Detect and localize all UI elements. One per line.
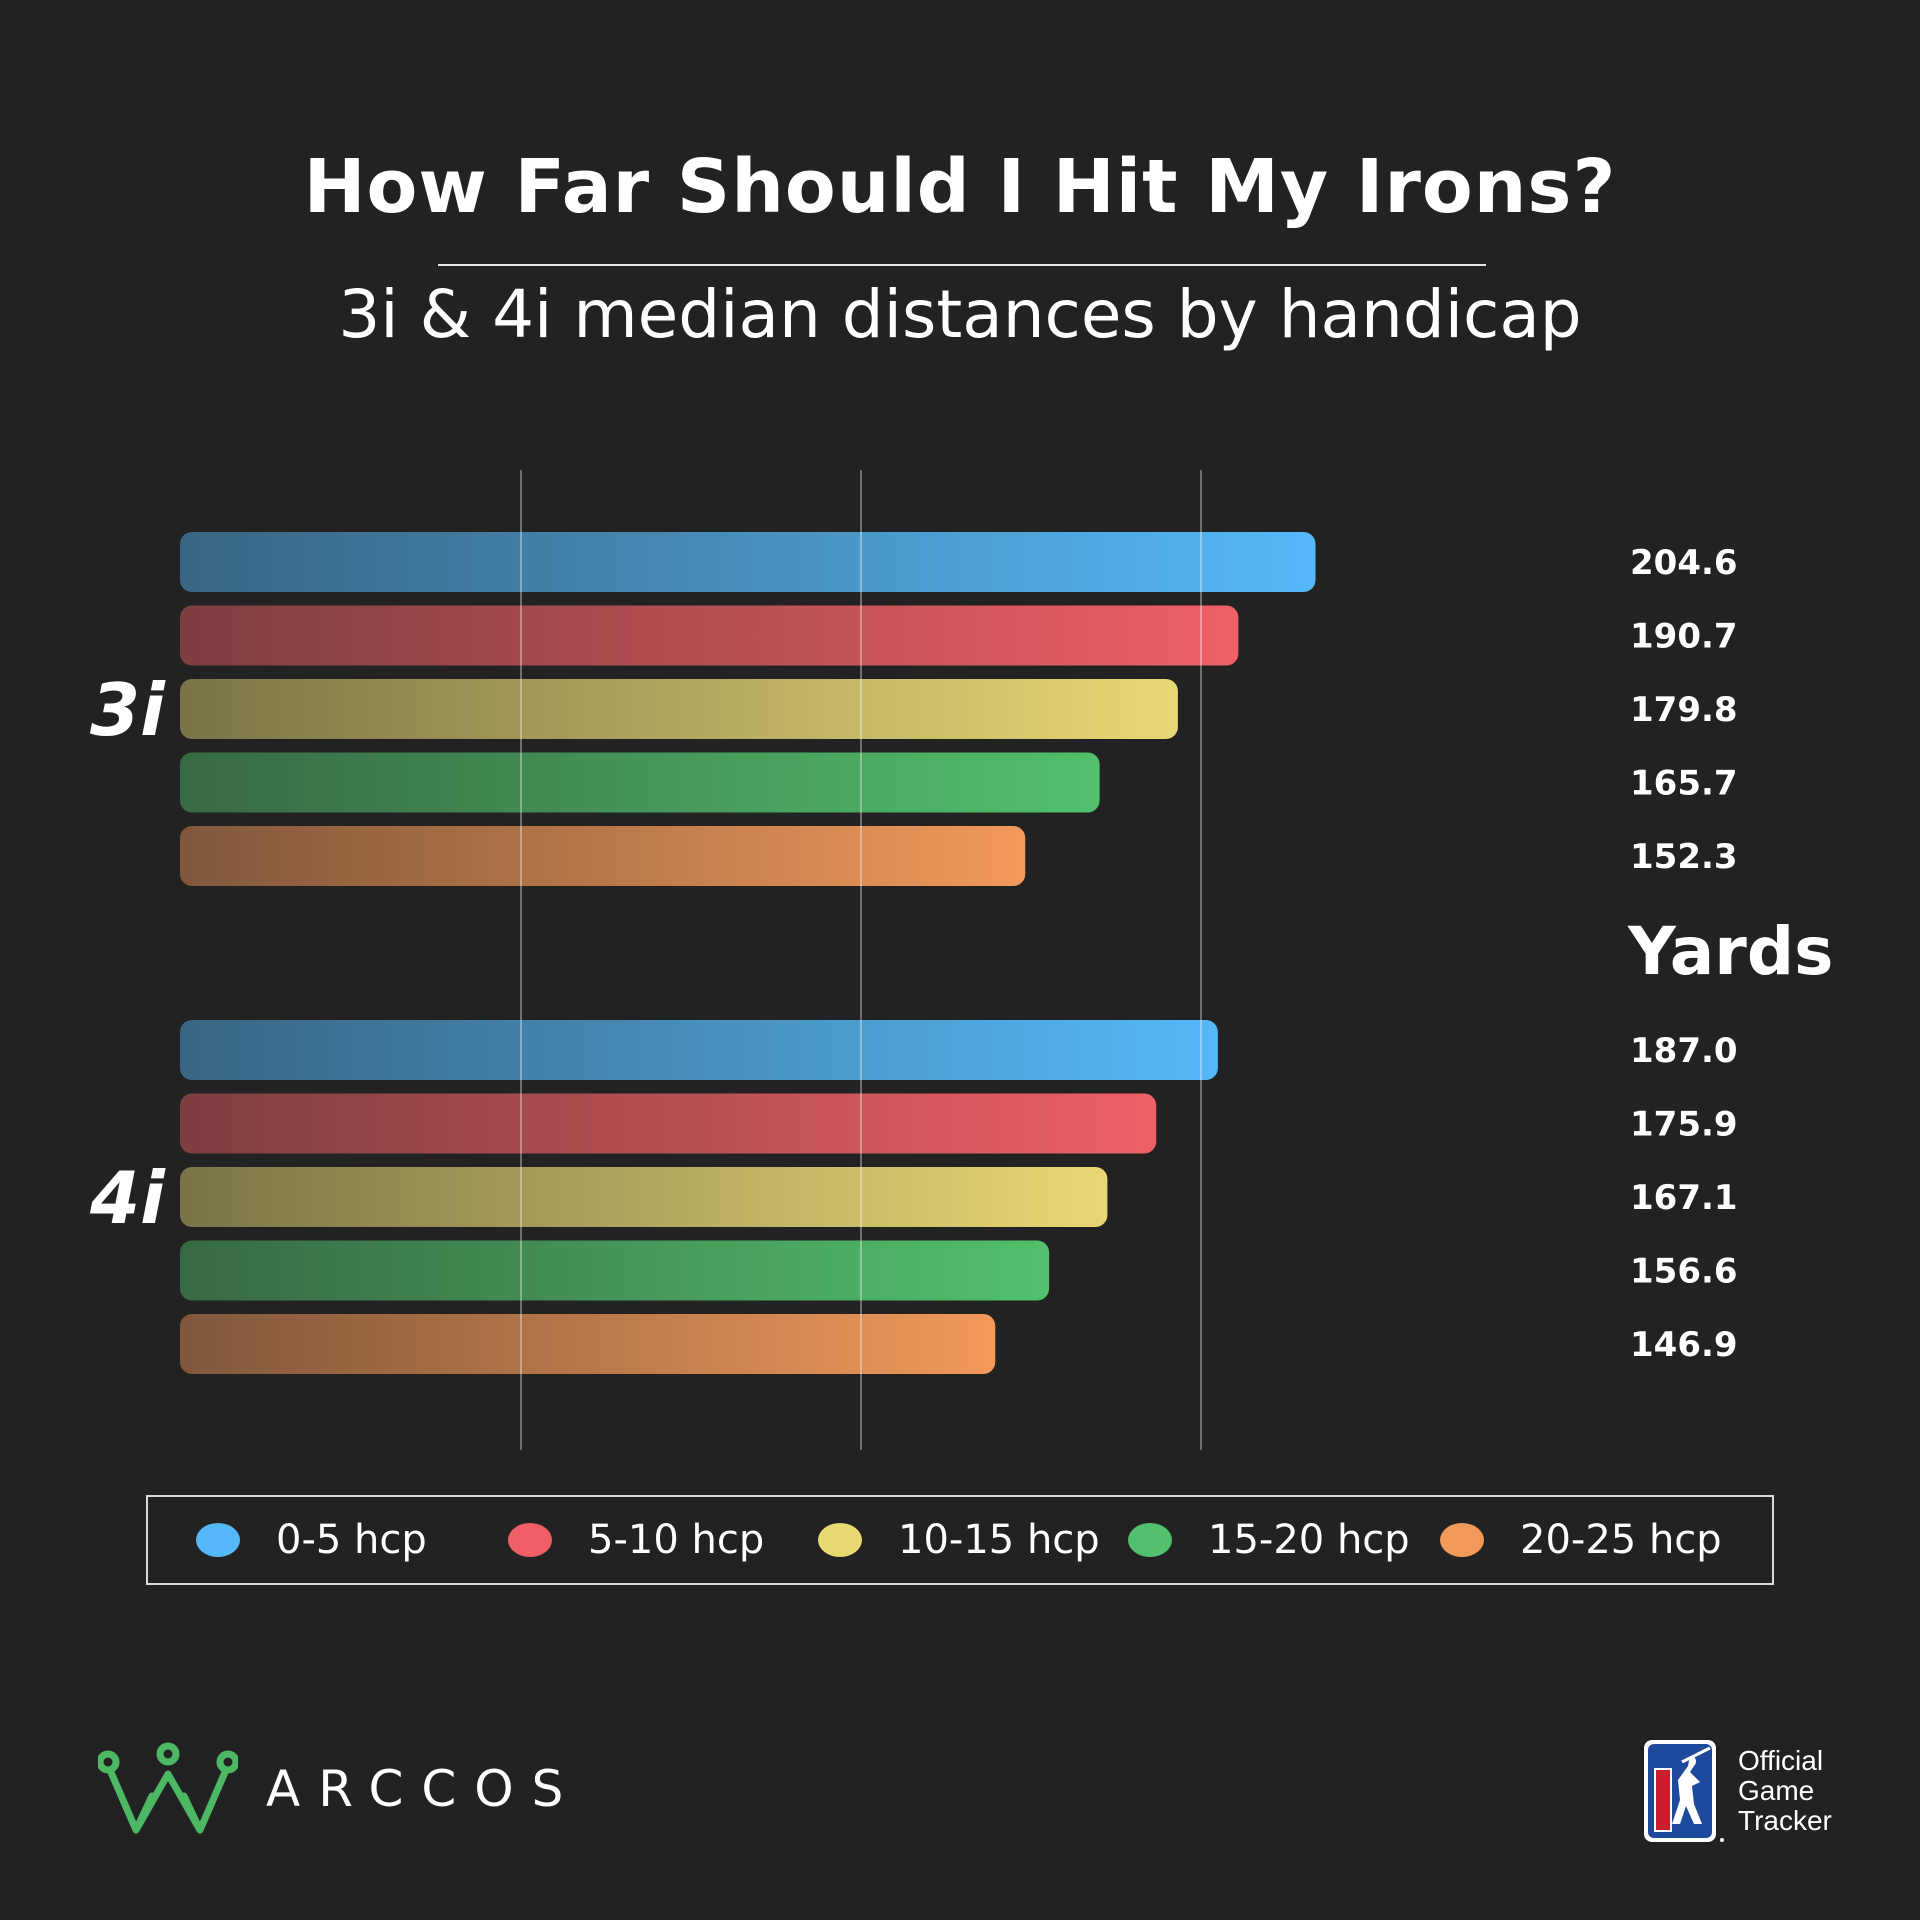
- legend-swatch: [508, 1523, 552, 1557]
- bar-3i-10-15-hcp: [180, 679, 1178, 739]
- value-label-3i-2: 179.8: [1630, 690, 1738, 730]
- bar-3i-15-20-hcp: [180, 752, 1100, 813]
- value-label-4i-0: 187.0: [1630, 1031, 1738, 1071]
- value-label-4i-3: 156.6: [1630, 1252, 1738, 1292]
- brand-name: ARCCOS: [266, 1760, 582, 1818]
- bar-4i-20-25-hcp: [180, 1314, 996, 1374]
- partner-line-3: Tracker: [1738, 1805, 1832, 1836]
- legend-label: 20-25 hcp: [1520, 1517, 1722, 1563]
- pga-tour-badge: Official Game Tracker: [1642, 1738, 1842, 1848]
- legend-label: 0-5 hcp: [276, 1517, 427, 1563]
- title-divider: [438, 264, 1486, 266]
- legend-label: 15-20 hcp: [1208, 1517, 1410, 1563]
- bar-3i-0-5-hcp: [180, 532, 1316, 592]
- legend-swatch: [818, 1523, 862, 1557]
- crown-icon: [96, 1742, 240, 1834]
- bar-4i-15-20-hcp: [180, 1240, 1050, 1301]
- partner-line-1: Official: [1738, 1745, 1824, 1776]
- legend-item: 0-5 hcp: [196, 1497, 427, 1583]
- legend-item: 20-25 hcp: [1440, 1497, 1722, 1583]
- legend-label: 5-10 hcp: [588, 1517, 765, 1563]
- bar-4i-5-10-hcp: [180, 1093, 1157, 1154]
- value-label-3i-1: 190.7: [1630, 617, 1738, 657]
- value-label-4i-4: 146.9: [1630, 1325, 1738, 1365]
- value-label-3i-4: 152.3: [1630, 837, 1738, 877]
- legend-swatch: [1128, 1523, 1172, 1557]
- partner-caption: Official Game Tracker: [1738, 1746, 1832, 1836]
- group-label-4i: 4i: [89, 1156, 166, 1240]
- bar-3i-5-10-hcp: [180, 605, 1239, 666]
- legend: 0-5 hcp 5-10 hcp 10-15 hcp 15-20 hcp 20-25 h…: [146, 1495, 1774, 1585]
- legend-item: 5-10 hcp: [508, 1497, 764, 1583]
- group-label-3i: 3i: [90, 668, 166, 752]
- pga-tour-logo: [1644, 1740, 1724, 1842]
- chart-subtitle: 3i & 4i median distances by handicap: [338, 276, 1582, 353]
- bar-4i-0-5-hcp: [180, 1020, 1218, 1080]
- unit-label: Yards: [1627, 913, 1833, 990]
- value-label-4i-1: 175.9: [1630, 1105, 1738, 1145]
- value-label-4i-2: 167.1: [1630, 1178, 1738, 1218]
- partner-line-2: Game: [1738, 1775, 1815, 1806]
- value-label-3i-0: 204.6: [1630, 543, 1738, 583]
- legend-item: 10-15 hcp: [818, 1497, 1100, 1583]
- bar-4i-10-15-hcp: [180, 1167, 1108, 1227]
- bar-3i-20-25-hcp: [180, 826, 1026, 886]
- legend-item: 15-20 hcp: [1128, 1497, 1410, 1583]
- legend-swatch: [196, 1523, 240, 1557]
- chart-title: How Far Should I Hit My Irons?: [303, 144, 1617, 230]
- arccos-logo: ARCCOS: [96, 1740, 618, 1840]
- bar-chart: 204.6 190.7 179.8 165.7 152.3 3i 187.0 175.9 167…: [89, 470, 1833, 1450]
- legend-swatch: [1440, 1523, 1484, 1557]
- legend-label: 10-15 hcp: [898, 1517, 1100, 1563]
- value-label-3i-3: 165.7: [1630, 764, 1738, 804]
